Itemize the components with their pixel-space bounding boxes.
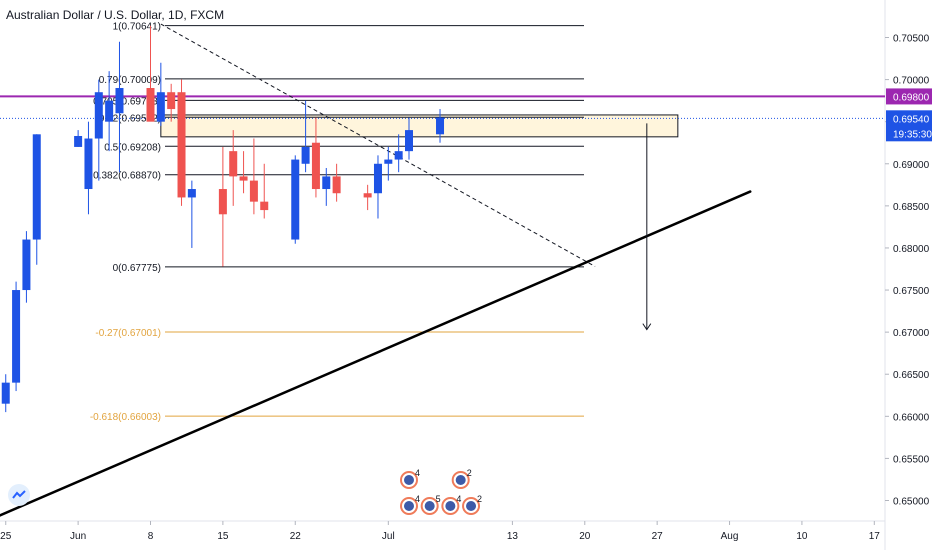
candle-body xyxy=(301,146,310,164)
fib-extension-label: -0.27(0.67001) xyxy=(95,328,161,339)
candle-body xyxy=(394,151,403,160)
fib-level-label: 0.62(0.69552) xyxy=(99,113,161,124)
event-badge-count: 4 xyxy=(415,494,420,504)
event-badge-flag xyxy=(455,475,466,485)
candle-body xyxy=(239,176,248,181)
event-badge-flag xyxy=(424,501,435,511)
purple-price-label: 0.69800 xyxy=(893,92,930,103)
candle-body xyxy=(405,130,413,152)
fib-level-label: 0.705(0.69753) xyxy=(93,96,161,107)
last-price-tag xyxy=(886,110,932,142)
x-tick-label: 27 xyxy=(652,531,664,542)
event-badge-count: 5 xyxy=(436,494,441,504)
y-tick-label: 0.70500 xyxy=(893,34,930,45)
event-badge-count: 4 xyxy=(415,468,420,478)
fib-level-label: 1(0.70641) xyxy=(113,22,161,33)
event-badge-flag xyxy=(466,501,477,511)
dashed-trendline xyxy=(160,23,596,267)
candle-body xyxy=(373,163,382,194)
fib-level-label: 0.382(0.68870) xyxy=(93,171,161,182)
candle-body xyxy=(229,151,238,177)
x-tick-label: 13 xyxy=(507,531,519,542)
chart-title: Australian Dollar / U.S. Dollar, 1D, FXC… xyxy=(6,8,225,22)
candle-body xyxy=(105,100,114,122)
y-tick-label: 0.65000 xyxy=(893,497,930,508)
candle-body xyxy=(260,201,269,211)
candle-body xyxy=(146,88,155,122)
x-tick-label: Jul xyxy=(382,531,395,542)
event-badge-flag xyxy=(445,501,456,511)
fib-level-label: 0.5(0.69208) xyxy=(104,142,161,153)
x-tick-label: 8 xyxy=(148,531,154,542)
candle-body xyxy=(156,92,165,122)
tradingview-logo-icon[interactable] xyxy=(8,484,30,506)
target-arrow-head xyxy=(642,323,652,331)
candle-body xyxy=(291,159,300,240)
x-tick-label: 10 xyxy=(796,531,808,542)
event-badge-count: 4 xyxy=(456,494,461,504)
last-price-label: 0.69540 xyxy=(893,114,930,125)
x-tick-label: 22 xyxy=(290,531,302,542)
event-badge-flag xyxy=(404,501,414,511)
x-tick-label: Aug xyxy=(721,531,739,542)
candle-body xyxy=(436,117,445,135)
candle-body xyxy=(332,176,341,194)
y-tick-label: 0.70000 xyxy=(893,76,930,87)
candle-body xyxy=(249,180,258,202)
candle-body xyxy=(12,290,21,383)
x-tick-label: Jun xyxy=(70,531,86,542)
y-tick-label: 0.68000 xyxy=(893,244,930,255)
candle-body xyxy=(218,189,227,215)
candle-body xyxy=(22,239,31,291)
y-tick-label: 0.67500 xyxy=(893,286,930,297)
y-tick-label: 0.69000 xyxy=(893,160,930,171)
candle-body xyxy=(32,134,41,240)
countdown-label: 19:35:30 xyxy=(893,129,932,140)
candle-body xyxy=(167,92,176,110)
x-tick-label: 17 xyxy=(869,531,881,542)
fib-extension-label: -0.618(0.66003) xyxy=(90,412,161,423)
candle-body xyxy=(74,135,83,147)
candle-body xyxy=(384,159,393,164)
fib-level-label: 0(0.67775) xyxy=(113,263,161,274)
tv-mark-icon xyxy=(12,490,26,499)
x-tick-label: 15 xyxy=(217,531,229,542)
purple-price-tag xyxy=(886,88,932,105)
x-tick-label: 20 xyxy=(579,531,591,542)
event-badge-count: 2 xyxy=(477,494,482,504)
candle-body xyxy=(363,193,372,198)
event-badge-flag xyxy=(404,475,414,485)
candle-body xyxy=(115,88,124,114)
candle-body xyxy=(84,138,93,190)
candle-body xyxy=(94,92,103,139)
ascending-trendline xyxy=(0,190,752,517)
y-tick-label: 0.66000 xyxy=(893,412,930,423)
candle-body xyxy=(177,92,186,198)
candle-body xyxy=(1,382,10,404)
y-tick-label: 0.68500 xyxy=(893,202,930,213)
y-tick-label: 0.66500 xyxy=(893,370,930,381)
y-tick-label: 0.67000 xyxy=(893,328,930,339)
y-tick-label: 0.65500 xyxy=(893,454,930,465)
candle-body xyxy=(187,189,196,198)
x-tick-label: 25 xyxy=(0,531,12,542)
candle-body xyxy=(311,142,320,190)
candle-body xyxy=(322,176,331,190)
fib-level-label: 0.79(0.70009) xyxy=(99,75,161,86)
event-badge-count: 2 xyxy=(467,468,472,478)
